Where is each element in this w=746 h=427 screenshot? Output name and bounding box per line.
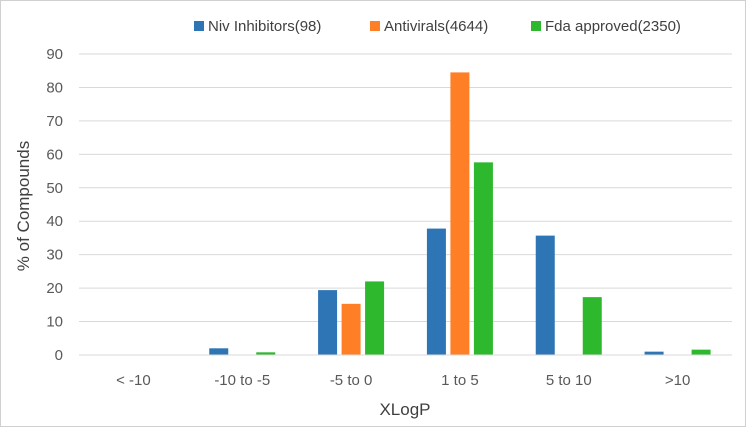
y-tick-label: 60 bbox=[46, 146, 63, 163]
legend-label: Fda approved(2350) bbox=[545, 18, 681, 35]
x-tick-label: 5 to 10 bbox=[546, 372, 592, 389]
bar bbox=[209, 348, 229, 355]
legend-swatch bbox=[531, 21, 541, 31]
bar bbox=[318, 290, 338, 355]
legend-swatch bbox=[194, 21, 204, 31]
gridlines bbox=[79, 53, 732, 323]
y-tick-label: 0 bbox=[55, 347, 63, 364]
x-tick-label: < -10 bbox=[116, 372, 151, 389]
x-axis-ticks: < -10 -10 to -5 -5 to 0 1 to 5 5 to 10 >10 bbox=[116, 372, 690, 389]
x-tick-label: 1 to 5 bbox=[441, 372, 479, 389]
x-tick-label: >10 bbox=[665, 372, 690, 389]
y-tick-label: 10 bbox=[46, 314, 63, 331]
x-axis-title: XLogP bbox=[379, 400, 430, 419]
y-axis-title: % of Compounds bbox=[14, 141, 33, 271]
bar bbox=[450, 72, 470, 356]
y-tick-label: 80 bbox=[46, 79, 63, 96]
legend: Niv Inhibitors(98) Antivirals(4644) Fda ap… bbox=[194, 18, 681, 35]
bar bbox=[473, 162, 493, 355]
bar bbox=[644, 351, 664, 355]
y-tick-label: 30 bbox=[46, 247, 63, 264]
y-tick-label: 70 bbox=[46, 113, 63, 130]
bar bbox=[582, 297, 602, 355]
bar bbox=[365, 281, 385, 355]
y-tick-label: 20 bbox=[46, 280, 63, 297]
legend-label: Niv Inhibitors(98) bbox=[208, 18, 321, 35]
y-tick-label: 90 bbox=[46, 46, 63, 63]
x-tick-label: -5 to 0 bbox=[330, 372, 373, 389]
bar bbox=[691, 349, 711, 355]
y-tick-label: 50 bbox=[46, 180, 63, 197]
bar bbox=[256, 352, 276, 355]
x-tick-label: -10 to -5 bbox=[214, 372, 270, 389]
bars bbox=[209, 72, 711, 356]
y-axis-ticks: 0 10 20 30 40 50 60 70 80 90 bbox=[46, 46, 63, 364]
bar bbox=[426, 228, 446, 355]
bar bbox=[341, 303, 361, 355]
bar bbox=[535, 235, 555, 355]
legend-swatch bbox=[370, 21, 380, 31]
y-tick-label: 40 bbox=[46, 213, 63, 230]
legend-label: Antivirals(4644) bbox=[384, 18, 488, 35]
